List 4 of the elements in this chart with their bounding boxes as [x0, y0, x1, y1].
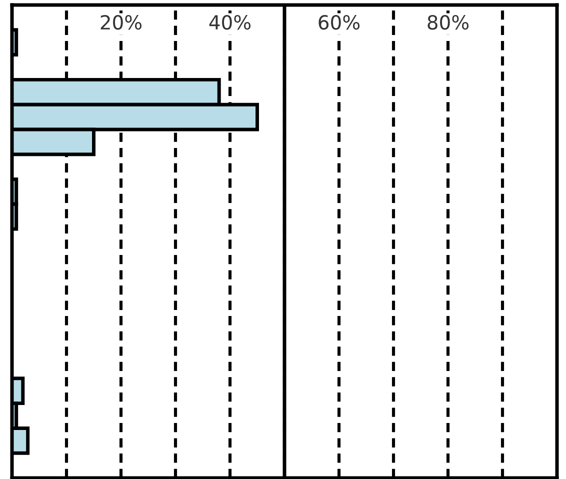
- x-tick-label: 80%: [428, 14, 469, 30]
- x-tick-label: 60%: [318, 14, 360, 30]
- x-tick-label: 40%: [209, 14, 251, 30]
- x-tick-label: 20%: [100, 14, 142, 30]
